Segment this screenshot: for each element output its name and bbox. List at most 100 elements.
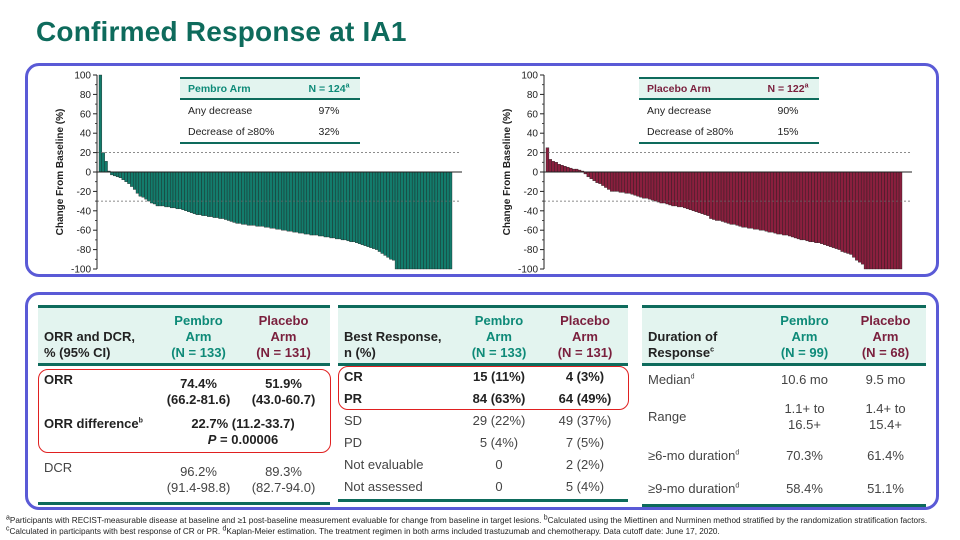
waterfall-bar (563, 166, 567, 173)
svg-text:40: 40 (527, 129, 539, 140)
waterfall-bar (389, 171, 393, 260)
waterfall-bar (680, 171, 684, 208)
waterfall-bar (849, 171, 853, 255)
waterfall-bar (741, 171, 745, 228)
waterfall-bar (779, 171, 783, 235)
waterfall-bar (332, 171, 336, 239)
waterfall-bar (884, 171, 888, 270)
waterfall-bar (802, 171, 806, 241)
waterfall-bar (586, 171, 590, 178)
waterfall-bar (607, 171, 611, 190)
waterfall-bar (589, 171, 593, 179)
best-response-table: Best Response, n (%) Pembro Arm (N = 133) P… (338, 305, 628, 502)
waterfall-bar (688, 171, 693, 211)
waterfall-bar (207, 171, 211, 217)
waterfall-bar (320, 171, 325, 237)
waterfall-bar (366, 171, 370, 247)
waterfall-bar (869, 171, 873, 270)
table-row-sd: SD 29 (22%) 49 (37%) (344, 413, 612, 428)
waterfall-bar (665, 171, 669, 205)
waterfall-bar (249, 171, 253, 226)
inset-row-label: Decrease of ≥80% (188, 125, 275, 138)
waterfall-bar (726, 171, 731, 224)
waterfall-bar (799, 171, 803, 241)
page-title: Confirmed Response at IA1 (36, 16, 407, 47)
waterfall-bar (808, 171, 812, 243)
waterfall-bar (814, 171, 818, 243)
waterfall-bar (397, 171, 401, 270)
waterfall-bar (825, 171, 830, 246)
waterfall-bar (755, 171, 760, 230)
waterfall-bar (785, 171, 789, 236)
waterfall-bar (750, 171, 754, 229)
table-row-range: Range 1.1+ to 16.5+ 1.4+ to 15.4+ (648, 401, 906, 432)
waterfall-bar (796, 171, 801, 240)
waterfall-bar (776, 171, 780, 235)
waterfall-bar (169, 171, 174, 209)
waterfall-bar (446, 171, 450, 270)
waterfall-bar (650, 171, 655, 201)
waterfall-bar (372, 171, 376, 249)
waterfall-bar (150, 171, 154, 204)
waterfall-bar (860, 171, 865, 265)
waterfall-bar (335, 171, 339, 240)
waterfall-bar (840, 171, 844, 252)
waterfall-bar (266, 171, 270, 228)
waterfall-bar (604, 171, 608, 188)
waterfall-bar (394, 171, 399, 270)
table-header: Duration of Responsec Pembro Arm (N = 99) P… (642, 308, 926, 366)
header-label: Best Response, n (%) (344, 329, 442, 360)
waterfall-bar (349, 171, 353, 243)
waterfall-bar (420, 171, 424, 270)
waterfall-bar (782, 171, 786, 236)
waterfall-bar (898, 171, 903, 270)
waterfall-bar (677, 171, 681, 208)
waterfall-bar (98, 74, 103, 173)
waterfall-bar (340, 171, 345, 241)
orr-dcr-table: ORR and DCR,% (95% CI) Pembro Arm (N = 133… (38, 305, 330, 505)
waterfall-bar (720, 171, 725, 222)
waterfall-bar (788, 171, 792, 237)
waterfall-bar (863, 171, 868, 270)
waterfall-bar (448, 171, 453, 270)
waterfall-bar (566, 166, 570, 173)
waterfall-bar (744, 171, 748, 228)
table-row-dcr: DCR 96.2% (91.4-98.8) 89.3% (82.7-94.0) (44, 460, 316, 495)
waterfall-bar (426, 171, 430, 270)
svg-text:80: 80 (80, 90, 92, 101)
header-label: Duration of Responsec (648, 329, 718, 360)
table-header: Best Response, n (%) Pembro Arm (N = 133) P… (338, 308, 628, 366)
inset-row-label: Any decrease (647, 104, 712, 117)
waterfall-bar (773, 171, 777, 234)
waterfall-bar (383, 171, 387, 256)
waterfall-bar (615, 171, 620, 192)
waterfall-bar (890, 171, 894, 270)
waterfall-bar (706, 171, 710, 216)
table-row-cr: CR 15 (11%) 4 (3%) (344, 369, 605, 384)
waterfall-bar (147, 171, 151, 202)
waterfall-bar (312, 171, 316, 236)
svg-text:-40: -40 (77, 206, 92, 217)
waterfall-bar (113, 171, 117, 177)
waterfall-bar (647, 171, 652, 200)
waterfall-bar (627, 171, 631, 194)
inset-arm-label: Pembro Arm (188, 82, 251, 95)
waterfall-bar (820, 171, 824, 244)
svg-text:-60: -60 (77, 226, 92, 237)
waterfall-bar (642, 171, 646, 199)
waterfall-bar (121, 171, 125, 180)
waterfall-bar (659, 171, 663, 204)
waterfall-bar (618, 171, 623, 193)
inset-row-value: 15% (777, 125, 799, 138)
waterfall-bar (601, 171, 605, 186)
waterfall-bar (767, 171, 771, 233)
svg-text:40: 40 (80, 129, 92, 140)
waterfall-bar (694, 171, 698, 212)
waterfall-bar (352, 171, 356, 243)
waterfall-bar (278, 171, 282, 230)
waterfall-bar (224, 171, 228, 220)
waterfall-bar (732, 171, 736, 225)
waterfall-bar (187, 171, 191, 212)
waterfall-bar (181, 171, 185, 211)
waterfall-bar (326, 171, 330, 238)
